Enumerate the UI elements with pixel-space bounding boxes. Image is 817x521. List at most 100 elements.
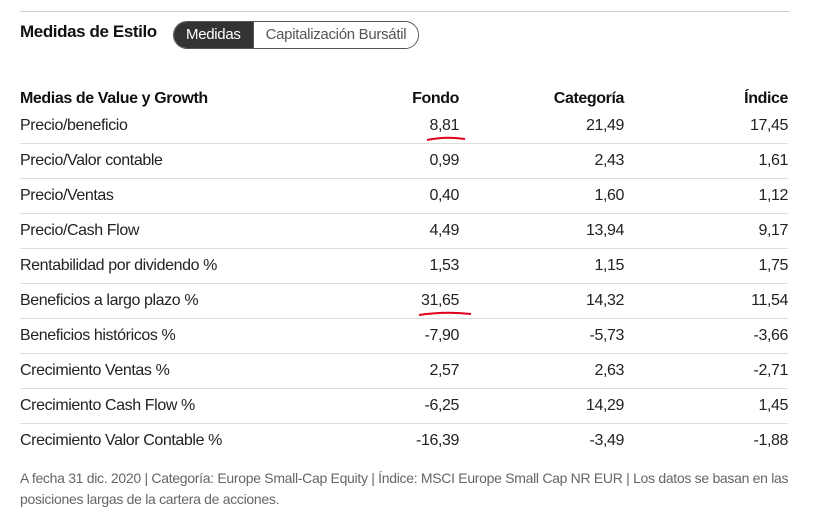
fondo-value-text: -16,39: [416, 432, 459, 449]
indice-value: -2,71: [624, 353, 789, 389]
table-row: Beneficios a largo plazo % 31,65 14,32 11,5…: [20, 283, 788, 319]
categoria-value-text: -5,73: [589, 327, 625, 344]
fondo-value: -6,25: [320, 388, 460, 424]
col-header-indice: Índice: [744, 90, 788, 107]
fondo-value: -7,90: [320, 318, 460, 354]
indice-value: 17,45: [624, 109, 788, 144]
categoria-value: 2,43: [459, 143, 624, 179]
value-growth-table: Medias de Value y Growth Fondo Categoría…: [20, 80, 788, 458]
fondo-value-text: -6,25: [424, 397, 460, 414]
tab-medidas[interactable]: Medidas: [174, 22, 253, 48]
red-underline-annotation: 31,65: [418, 292, 472, 316]
categoria-value-text: 1,60: [594, 187, 624, 204]
tab-capitalizacion-bursatil[interactable]: Capitalización Bursátil: [252, 22, 419, 48]
indice-value-text: -1,88: [753, 432, 789, 449]
table-row: Crecimiento Valor Contable % -16,39 -3,49 -…: [20, 424, 788, 459]
indice-value: 9,17: [624, 213, 788, 249]
metric-name: Crecimiento Ventas %: [20, 353, 320, 389]
metric-name: Crecimiento Valor Contable %: [20, 424, 320, 459]
indice-value: 1,75: [624, 248, 788, 284]
metric-name-text: Beneficios a largo plazo %: [20, 292, 199, 309]
fondo-value-text: 2,57: [429, 362, 459, 379]
table-row: Rentabilidad por dividendo % 1,53 1,15 1,75: [20, 248, 788, 284]
indice-value-text: 1,12: [758, 187, 788, 204]
categoria-value: 2,63: [459, 353, 624, 389]
indice-value-text: 1,75: [758, 257, 788, 274]
fondo-value: 0,40: [320, 178, 459, 214]
metric-name-text: Precio/beneficio: [20, 117, 128, 134]
categoria-value-text: -3,49: [589, 432, 625, 449]
table-row: Precio/beneficio 8,81 21,49 17,45: [20, 109, 788, 144]
metric-name-text: Rentabilidad por dividendo %: [20, 257, 217, 274]
categoria-value: 1,15: [459, 248, 624, 284]
table-row: Precio/Valor contable 0,99 2,43 1,61: [20, 143, 788, 179]
categoria-value: -5,73: [459, 318, 625, 354]
fondo-value-text: -7,90: [424, 327, 460, 344]
metric-name-text: Beneficios históricos %: [20, 327, 176, 344]
indice-value-text: 17,45: [749, 117, 788, 134]
tab-switcher: Medidas Capitalización Bursátil: [173, 21, 420, 49]
indice-value-text: 11,54: [751, 292, 788, 309]
metric-name: Precio/beneficio: [20, 109, 320, 144]
indice-value: 11,54: [624, 283, 788, 319]
table-row: Precio/Cash Flow 4,49 13,94 9,17: [20, 213, 788, 249]
fondo-value-text: 8,81: [429, 117, 459, 134]
categoria-value: 14,29: [459, 388, 624, 424]
fondo-value: 31,65: [320, 283, 472, 319]
col-header-fondo: Fondo: [412, 90, 459, 107]
categoria-value-text: 21,49: [585, 117, 624, 134]
indice-value: 1,12: [624, 178, 788, 214]
col-header-categoria: Categoría: [553, 90, 625, 107]
categoria-value-text: 2,43: [594, 152, 624, 169]
indice-value: -3,66: [624, 318, 789, 354]
fondo-value-text: 4,49: [429, 222, 459, 239]
section-title: Medidas de Estilo: [20, 22, 157, 41]
indice-value-text: 9,17: [758, 222, 788, 239]
metric-name: Beneficios históricos %: [20, 318, 320, 354]
metric-name-text: Crecimiento Valor Contable %: [20, 432, 222, 449]
categoria-value-text: 13,94: [585, 222, 624, 239]
indice-value-text: -3,66: [753, 327, 789, 344]
indice-value-text: -2,71: [753, 362, 789, 379]
metric-name-text: Crecimiento Cash Flow %: [20, 397, 195, 414]
categoria-value: 21,49: [459, 109, 624, 144]
categoria-value-text: 14,29: [585, 397, 624, 414]
categoria-value: 1,60: [459, 178, 624, 214]
footnote: A fecha 31 dic. 2020 | Categoría: Europe…: [20, 470, 789, 507]
table-row: Precio/Ventas 0,40 1,60 1,12: [20, 178, 788, 214]
categoria-value: 14,32: [459, 283, 624, 319]
metric-name-text: Crecimiento Ventas %: [20, 362, 170, 379]
table-row: Crecimiento Cash Flow % -6,25 14,29 1,45: [20, 388, 788, 424]
indice-value: 1,61: [624, 143, 788, 179]
fondo-value: 2,57: [320, 353, 459, 389]
metric-name: Beneficios a largo plazo %: [20, 283, 320, 319]
metric-name: Precio/Cash Flow: [20, 213, 320, 249]
indice-value: 1,45: [624, 388, 788, 424]
fondo-value-text: 0,99: [429, 152, 459, 169]
fondo-value-text: 31,65: [420, 292, 459, 309]
table-row: Crecimiento Ventas % 2,57 2,63 -2,71: [20, 353, 789, 389]
metric-name-text: Precio/Ventas: [20, 187, 114, 204]
fondo-value-text: 0,40: [429, 187, 459, 204]
table-header-row: Medias de Value y Growth Fondo Categoría…: [20, 80, 788, 109]
categoria-value-text: 2,63: [594, 362, 624, 379]
indice-value: -1,88: [624, 424, 789, 459]
metric-name: Crecimiento Cash Flow %: [20, 388, 320, 424]
col-header-metric: Medias de Value y Growth: [20, 90, 208, 107]
metric-name: Precio/Valor contable: [20, 143, 320, 179]
fondo-value: -16,39: [320, 424, 459, 459]
indice-value-text: 1,61: [758, 152, 788, 169]
fondo-value-text: 1,53: [429, 257, 459, 274]
categoria-value: 13,94: [459, 213, 624, 249]
metric-name: Rentabilidad por dividendo %: [20, 248, 320, 284]
top-divider: [20, 11, 790, 12]
categoria-value-text: 14,32: [585, 292, 624, 309]
table-row: Beneficios históricos % -7,90 -5,73 -3,66: [20, 318, 789, 354]
fondo-value: 1,53: [320, 248, 459, 284]
red-underline-annotation: 8,81: [427, 117, 466, 141]
fondo-value: 4,49: [320, 213, 459, 249]
metric-name-text: Precio/Valor contable: [20, 152, 163, 169]
indice-value-text: 1,45: [758, 397, 788, 414]
fondo-value: 0,99: [320, 143, 459, 179]
categoria-value: -3,49: [459, 424, 625, 459]
